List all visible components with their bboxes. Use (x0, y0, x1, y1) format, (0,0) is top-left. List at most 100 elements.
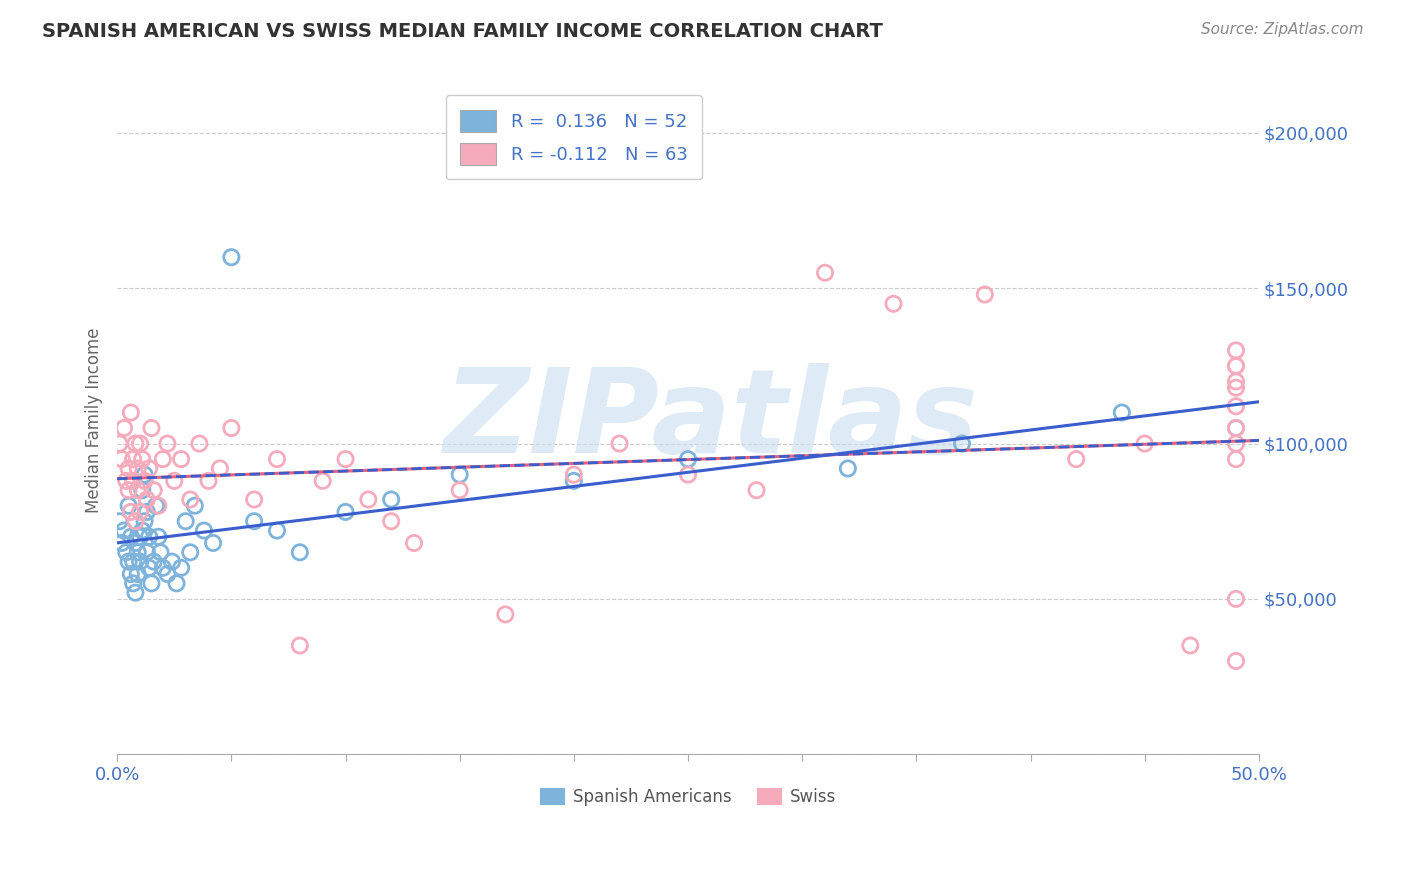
Point (1225, 421, 1247, 435)
Point (1225, 452, 1247, 467)
Point (950, 436, 973, 450)
Point (676, 467, 699, 482)
Point (243, 514, 266, 528)
Point (609, 436, 631, 450)
Point (124, 514, 146, 528)
Point (108, 436, 131, 450)
Point (1225, 343, 1247, 358)
Point (141, 421, 163, 435)
Text: ZIPatlas: ZIPatlas (443, 363, 979, 478)
Point (288, 545, 311, 559)
Point (111, 536, 134, 550)
Point (170, 452, 193, 467)
Point (402, 536, 425, 550)
Point (1225, 591, 1247, 606)
Point (124, 585, 146, 599)
Point (1225, 654, 1247, 668)
Point (138, 530, 160, 544)
Point (1225, 359, 1247, 373)
Point (117, 483, 139, 498)
Point (973, 287, 995, 301)
Point (152, 561, 174, 575)
Point (202, 536, 225, 550)
Point (112, 421, 135, 435)
Point (129, 530, 152, 544)
Point (266, 452, 288, 467)
Point (449, 483, 471, 498)
Point (127, 483, 149, 498)
Point (142, 483, 165, 498)
Point (131, 524, 153, 538)
Point (122, 474, 145, 488)
Point (1225, 381, 1247, 395)
Point (131, 483, 153, 498)
Point (129, 505, 152, 519)
Point (120, 505, 142, 519)
Text: SPANISH AMERICAN VS SWISS MEDIAN FAMILY INCOME CORRELATION CHART: SPANISH AMERICAN VS SWISS MEDIAN FAMILY … (42, 22, 883, 41)
Point (127, 461, 149, 475)
Point (124, 436, 146, 450)
Point (174, 514, 197, 528)
Point (122, 555, 145, 569)
Point (170, 561, 193, 575)
Point (166, 576, 188, 591)
Point (380, 514, 402, 528)
Point (193, 524, 215, 538)
Point (562, 474, 585, 488)
Point (149, 545, 172, 559)
Text: Source: ZipAtlas.com: Source: ZipAtlas.com (1201, 22, 1364, 37)
Point (115, 474, 138, 488)
Point (148, 530, 170, 544)
Point (1133, 436, 1156, 450)
Point (1064, 452, 1087, 467)
Point (141, 576, 163, 591)
Point (117, 461, 139, 475)
Point (163, 474, 186, 488)
Point (335, 505, 357, 519)
Point (179, 492, 201, 507)
Point (1225, 375, 1247, 389)
Y-axis label: Median Family Income: Median Family Income (86, 327, 103, 513)
Point (152, 452, 174, 467)
Legend: Spanish Americans, Swiss: Spanish Americans, Swiss (533, 781, 844, 813)
Point (221, 421, 243, 435)
Point (1225, 359, 1247, 373)
Point (120, 530, 142, 544)
Point (837, 461, 859, 475)
Point (112, 524, 135, 538)
Point (449, 467, 471, 482)
Point (288, 639, 311, 653)
Point (135, 492, 157, 507)
Point (156, 567, 179, 582)
Point (745, 483, 768, 498)
Point (134, 467, 156, 482)
Point (208, 461, 231, 475)
Point (1180, 639, 1202, 653)
Point (142, 555, 165, 569)
Point (129, 436, 152, 450)
Point (134, 514, 156, 528)
Point (120, 567, 142, 582)
Point (1111, 405, 1133, 419)
Point (335, 452, 357, 467)
Point (676, 452, 699, 467)
Point (138, 561, 160, 575)
Point (127, 545, 149, 559)
Point (184, 499, 207, 513)
Point (156, 436, 179, 450)
Point (108, 514, 131, 528)
Point (562, 467, 585, 482)
Point (115, 545, 138, 559)
Point (160, 555, 183, 569)
Point (117, 555, 139, 569)
Point (129, 555, 152, 569)
Point (814, 266, 837, 280)
Point (122, 452, 145, 467)
Point (221, 250, 243, 264)
Point (188, 436, 211, 450)
Point (266, 524, 288, 538)
Point (135, 505, 157, 519)
Point (138, 461, 160, 475)
Point (124, 536, 146, 550)
Point (131, 452, 153, 467)
